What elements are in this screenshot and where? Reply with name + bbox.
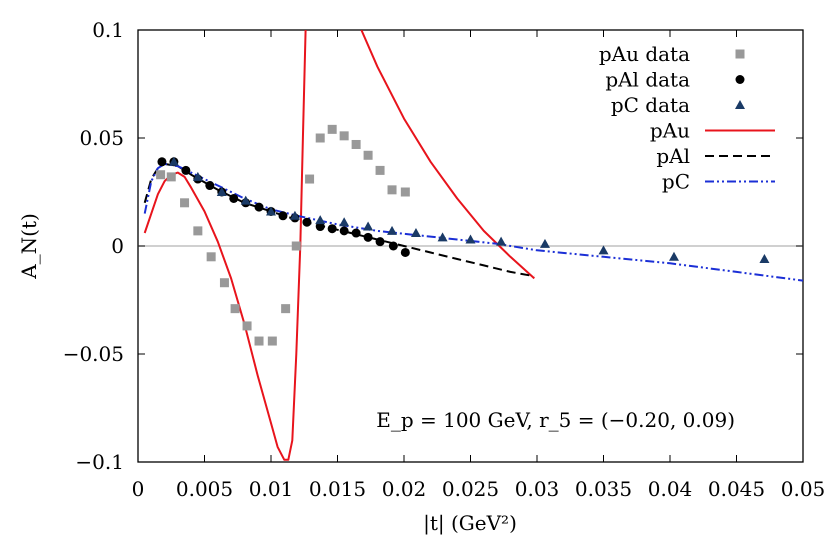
legend-label: pC data [611,93,690,117]
data-point [192,171,203,181]
annotation: E_p = 100 GeV, r_5 = (−0.20, 0.09) [376,408,735,432]
data-point [315,133,325,143]
axis-ticks: 0 0.005 0.01 0.015 0.02 0.025 0.03 0.035 0.04 0.0… [63,18,826,501]
data-point [229,193,239,203]
data-point [305,174,315,184]
legend-marker [735,75,745,84]
data-point [289,210,300,220]
data-point [339,217,350,227]
data-point [598,245,609,255]
data-point [291,241,301,251]
data-point [400,247,410,257]
data-point [339,131,349,141]
data-point [539,238,550,248]
x-tick-label: 0.02 [382,477,427,501]
y-tick-label: 0.05 [79,126,124,150]
data-point [180,198,190,208]
data-point [205,181,215,191]
x-tick-label: 0.035 [575,477,632,501]
data-point [375,237,385,247]
legend-label: pAu data [599,42,690,66]
legend-marker [735,100,745,109]
data-point [363,150,373,160]
data-point [266,206,276,216]
y-tick-label: −0.05 [63,342,124,366]
data-point [315,215,326,225]
x-tick-label: 0.045 [708,477,765,501]
data-point [181,165,191,175]
data-point [327,224,337,234]
data-point [216,187,227,196]
data-point [363,232,373,242]
legend-label: pC [662,170,690,194]
data-point [242,321,252,331]
data-point [388,241,398,251]
y-axis-label: A_N(t) [17,213,41,280]
data-point [166,172,176,182]
x-tick-label: 0.05 [781,477,826,501]
series-line-pau [360,30,535,280]
data-point [240,195,251,205]
data-point [267,336,277,346]
data-point [339,226,349,236]
data-point [363,221,374,231]
data-point [375,165,385,175]
data-point [387,225,398,235]
data-point [496,236,507,246]
data-point [230,304,240,314]
x-tick-label: 0 [132,477,145,501]
data-point [315,222,325,232]
x-tick-label: 0.04 [648,477,693,501]
x-tick-label: 0.005 [176,477,233,501]
legend-label: pAl [656,144,690,168]
data-point [400,187,410,197]
data-point [465,234,476,244]
data-point [206,252,216,262]
data-point [387,185,397,195]
data-point [281,304,291,314]
data-point [351,228,361,238]
data-point [254,202,264,212]
data-point [759,253,770,263]
data-point [219,278,229,288]
x-tick-label: 0.03 [515,477,560,501]
data-point [157,157,167,167]
legend-label: pAu [650,119,690,143]
data-point [156,170,166,180]
series-line-pc [143,162,803,282]
data-point [351,139,361,149]
data-point [410,228,421,238]
data-point [302,217,312,227]
data-point [278,211,288,221]
data-point [327,124,337,134]
data-point [437,232,448,242]
y-tick-label: 0 [111,234,124,258]
markers [156,124,770,346]
legend-label: pAl data [605,68,690,92]
data-point [254,336,264,346]
x-tick-label: 0.01 [249,477,294,501]
y-tick-label: 0.1 [92,18,124,42]
x-axis-label: |t| (GeV²) [423,511,517,536]
y-tick-label: −0.1 [75,450,124,474]
x-tick-label: 0.025 [442,477,499,501]
x-tick-label: 0.015 [309,477,366,501]
data-point [668,251,679,261]
data-point [193,226,203,236]
legend-marker [735,49,745,59]
data-point [168,156,179,166]
